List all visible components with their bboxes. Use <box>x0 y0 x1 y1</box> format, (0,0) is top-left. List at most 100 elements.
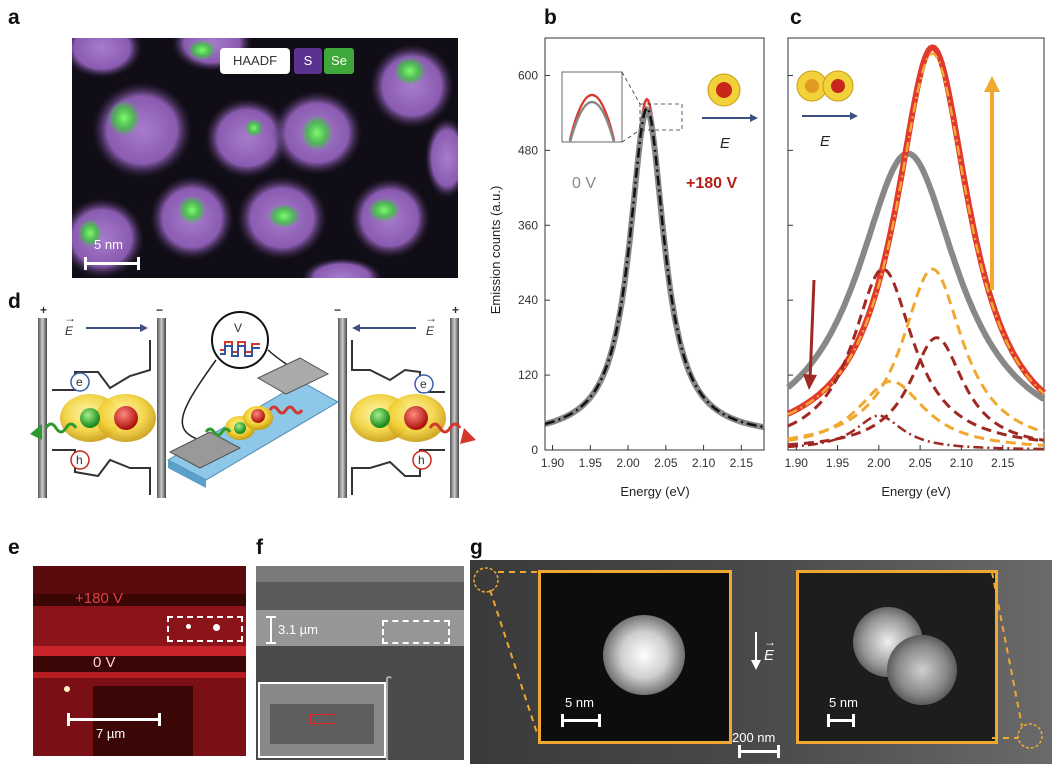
hole-left <box>70 450 90 470</box>
x-tick-label: 1.95 <box>826 456 850 470</box>
y-tick-label: 120 <box>518 368 538 382</box>
x-tick-label: 1.90 <box>541 456 565 470</box>
chart-c-frame <box>787 37 1045 451</box>
x-tick-label: 1.95 <box>579 456 603 470</box>
scalebar-g-left <box>561 714 601 727</box>
electrode-center-1 <box>168 431 242 469</box>
chart-b-ticks: 1.90 1.95 2.00 2.05 2.10 2.15 0 120 240 360 480 600 <box>518 68 753 470</box>
panel-label-f: f <box>256 536 263 559</box>
svg-text:e: e <box>76 375 83 389</box>
svg-text:h: h <box>418 453 425 467</box>
svg-text:h: h <box>76 453 83 467</box>
x-tick-label: 2.10 <box>950 456 974 470</box>
scalebar-a-label: 5 nm <box>94 237 123 252</box>
electrode-center-2 <box>256 357 330 395</box>
y-tick-label: 0 <box>531 443 538 457</box>
scalebar-e <box>67 713 161 726</box>
panel-e-image: +180 V 0 V 7 µm <box>33 566 246 756</box>
panel-label-c: c <box>790 6 802 29</box>
panel-d-schematic: + − E → e h V − <box>30 303 476 498</box>
svg-text:−: − <box>334 303 341 317</box>
green-core-left <box>80 408 100 428</box>
panel-label-e: e <box>8 536 20 559</box>
dimension-label: 3.1 µm <box>278 622 319 637</box>
zoom-box <box>639 103 683 131</box>
panel-a-image: HAADF S Se 5 nm <box>72 38 458 278</box>
electron-left <box>70 372 90 392</box>
chart-b-lines <box>544 97 765 431</box>
series-line-1 <box>544 105 765 431</box>
x-tick-label: 2.05 <box>908 456 932 470</box>
series-line-6 <box>787 379 1045 447</box>
y-tick-label: 480 <box>518 143 538 157</box>
x-tick-label: 2.05 <box>654 456 678 470</box>
panel-f-image: 3.1 µm <box>256 566 464 760</box>
hole-right <box>412 450 432 470</box>
red-photon-right <box>428 422 462 434</box>
panel-d: + − E → e h V − <box>20 300 480 510</box>
series-line-1 <box>786 44 1047 417</box>
x-tick-label: 2.00 <box>616 456 640 470</box>
red-core-left <box>114 406 138 430</box>
green-core-right <box>370 408 390 428</box>
scalebar-g-main <box>738 745 780 758</box>
chart-b-ylabel: Emission counts (a.u.) <box>488 186 503 315</box>
series-line-7 <box>787 336 1045 447</box>
svg-text:→: → <box>425 311 437 325</box>
efield-label-d-left: E <box>65 324 74 338</box>
panel-label-b: b <box>544 6 557 29</box>
panel-label-d: d <box>8 290 21 313</box>
series-line-5 <box>787 414 1044 451</box>
label-e-0v: 0 V <box>93 654 116 671</box>
electrode-left-plus <box>38 318 47 498</box>
x-tick-label: 2.10 <box>692 456 716 470</box>
legend-se: Se <box>324 48 354 74</box>
label-180v: +180 V <box>686 175 737 192</box>
x-tick-label: 2.15 <box>730 456 754 470</box>
chart-c-lines <box>786 44 1047 451</box>
arrow-glyph: → <box>64 311 76 325</box>
green-photon-left <box>44 422 78 434</box>
chart-c-ticks: 1.90 1.95 2.00 2.05 2.10 2.15 <box>785 74 1015 470</box>
svg-text:→: → <box>764 635 776 649</box>
scalebar-e-label: 7 µm <box>96 726 126 741</box>
svg-text:V: V <box>234 321 242 335</box>
minus-sign-left: − <box>156 303 163 317</box>
efield-label-c: E <box>820 133 831 150</box>
legend-s: S <box>294 48 322 74</box>
svg-text:+: + <box>452 303 459 317</box>
series-line-2 <box>544 106 765 429</box>
panel-g-overlay: → E <box>473 567 1043 749</box>
electrode-left-minus <box>157 318 166 498</box>
panel-f-inset <box>258 682 386 758</box>
efield-label-b: E <box>720 135 731 152</box>
scalebar-g-right-label: 5 nm <box>829 695 858 710</box>
chart-bc: 1.90 1.95 2.00 2.05 2.10 2.15 0 120 240 360 480 600… <box>488 37 1047 499</box>
efield-label-d-right: E <box>426 324 435 338</box>
electrode-right-plus <box>450 318 459 498</box>
x-tick-label: 2.00 <box>867 456 891 470</box>
label-0v: 0 V <box>572 175 596 192</box>
panel-g-image: 5 nm 5 nm → E 200 nm <box>470 560 1052 764</box>
svg-text:e: e <box>420 377 427 391</box>
panel-label-a: a <box>8 6 20 29</box>
y-tick-label: 240 <box>518 293 538 307</box>
haadf-eds-map <box>72 38 458 278</box>
scalebar-g-right <box>827 714 855 727</box>
red-core-right <box>404 406 428 430</box>
panel-g-inset-right: 5 nm <box>796 570 998 744</box>
label-e-180v: +180 V <box>75 590 123 607</box>
scalebar-a <box>84 257 140 270</box>
electron-right <box>414 374 434 394</box>
x-tick-label: 1.90 <box>785 456 809 470</box>
chart-b-frame <box>544 37 765 451</box>
chart-c-xlabel: Energy (eV) <box>881 484 950 499</box>
panel-g-inset-left: 5 nm <box>538 570 732 744</box>
series-line-3 <box>787 267 1045 443</box>
legend-haadf: HAADF <box>220 48 290 74</box>
electrode-right-minus <box>338 318 347 498</box>
series-line-4 <box>787 267 1045 441</box>
scalebar-g-main-label: 200 nm <box>732 730 776 745</box>
decrease-arrow <box>808 279 816 381</box>
series-line-2 <box>787 52 1045 416</box>
